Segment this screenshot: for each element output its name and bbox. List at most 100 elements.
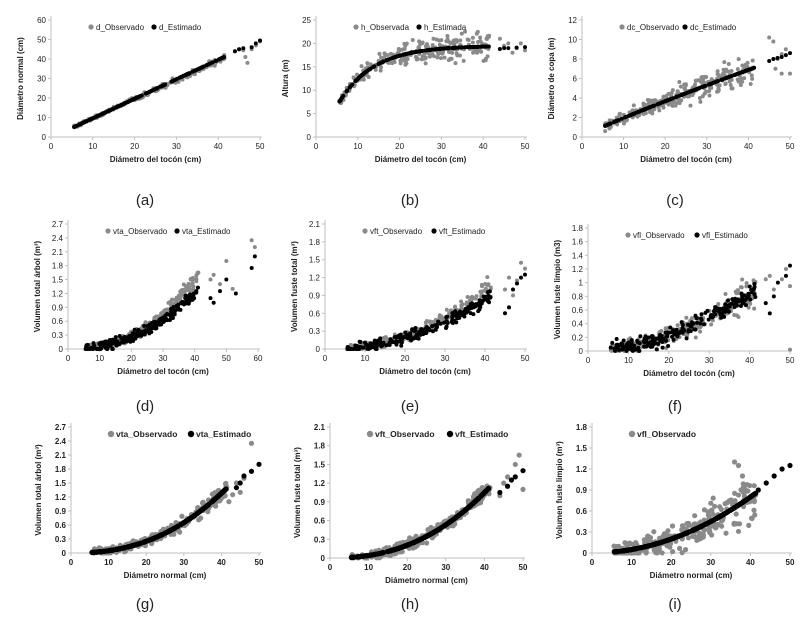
estimated-point — [358, 345, 363, 350]
legend-observed-marker — [366, 430, 374, 438]
observed-point — [650, 98, 655, 103]
y-tick-label: 0.9 — [314, 498, 326, 507]
estimated-point — [689, 324, 694, 329]
observed-point — [723, 292, 728, 297]
estimated-point — [619, 116, 624, 121]
observed-point — [478, 39, 483, 44]
estimated-point — [514, 45, 519, 50]
estimated-point — [436, 319, 441, 324]
y-tick-label: 60 — [37, 16, 46, 25]
legend-estimated-marker — [416, 24, 422, 30]
estimated-point — [237, 480, 243, 486]
estimated-point — [478, 305, 483, 310]
observed-point — [718, 506, 724, 513]
estimated-point — [344, 89, 349, 94]
estimated-point — [166, 312, 171, 317]
estimated-point — [702, 84, 707, 89]
x-tick-label: 20 — [142, 558, 151, 567]
y-tick-label: 1.4 — [572, 251, 584, 260]
observed-point — [692, 513, 698, 519]
estimated-point — [367, 67, 372, 72]
estimated-point — [371, 64, 376, 69]
estimated-point — [730, 297, 735, 302]
estimated-point — [775, 280, 780, 285]
estimated-point — [410, 327, 415, 332]
estimated-point — [176, 307, 181, 312]
y-tick-label: 0.9 — [309, 291, 321, 300]
estimated-point — [714, 79, 719, 84]
estimated-point — [485, 290, 490, 295]
estimated-point — [503, 311, 507, 316]
observed-point — [626, 337, 631, 342]
observed-point — [607, 118, 612, 123]
observed-point — [675, 323, 680, 328]
panel-caption: (f) — [668, 398, 682, 415]
observed-point — [659, 550, 665, 556]
estimated-point — [218, 289, 222, 294]
observed-point — [230, 492, 236, 498]
estimated-point — [399, 343, 404, 348]
estimated-point — [416, 537, 422, 543]
estimated-point — [723, 302, 728, 307]
y-tick-label: 0 — [62, 549, 67, 558]
estimated-point — [620, 347, 625, 352]
y-tick-label: 1.8 — [55, 465, 67, 474]
x-tick-label: 0 — [323, 354, 328, 363]
estimated-point — [233, 485, 240, 491]
legend-estimated-marker — [682, 24, 688, 30]
legend-label: vfl_Estimado — [702, 231, 748, 240]
legend-label: vfl_Observado — [637, 429, 696, 439]
x-tick-label: 20 — [661, 142, 670, 151]
estimated-point — [438, 46, 443, 51]
estimated-point — [506, 46, 511, 51]
y-tick-label: 2.4 — [52, 234, 64, 243]
estimated-point — [384, 343, 389, 348]
observed-point — [744, 281, 749, 286]
estimated-point — [454, 320, 459, 325]
estimated-point — [698, 316, 703, 321]
observed-point — [701, 77, 706, 82]
observed-point — [783, 47, 788, 52]
y-tick-label: 1.5 — [576, 444, 588, 453]
observed-point — [739, 473, 746, 479]
estimated-point — [652, 103, 657, 108]
x-axis-label: Diámetro del tocón (cm) — [110, 155, 202, 164]
estimated-point — [734, 72, 739, 77]
estimated-point — [356, 76, 361, 81]
estimated-point — [145, 324, 150, 329]
estimated-point — [647, 343, 652, 348]
x-tick-label: 30 — [437, 142, 446, 151]
estimated-point — [109, 547, 115, 553]
estimated-point — [111, 341, 116, 346]
observed-point — [701, 527, 707, 533]
estimated-point — [175, 523, 181, 529]
observed-point — [673, 103, 678, 108]
observed-point — [709, 507, 715, 514]
legend-label: h_Observada — [361, 23, 410, 32]
estimated-point — [85, 345, 90, 350]
x-tick-label: 50 — [786, 356, 795, 365]
estimated-point — [126, 99, 131, 104]
estimated-point — [664, 338, 669, 343]
observed-point — [385, 53, 390, 58]
y-tick-label: 1.2 — [309, 274, 321, 283]
x-tick-label: 50 — [521, 354, 530, 363]
observed-point — [424, 319, 429, 324]
observed-point — [400, 56, 405, 61]
legend-estimated-marker — [694, 232, 700, 238]
observed-point — [744, 482, 750, 488]
estimated-point — [684, 336, 689, 341]
estimated-point — [249, 265, 254, 270]
estimated-point — [403, 542, 409, 549]
observed-point — [453, 304, 458, 309]
estimated-point — [651, 338, 656, 343]
estimated-point — [91, 341, 96, 346]
estimated-point — [507, 305, 511, 310]
observed-point — [463, 29, 468, 34]
observed-point — [445, 34, 450, 39]
observed-point — [657, 108, 662, 113]
chart-d: 0 10 20 30 40 50 6000.30.60.91.21.51.82.12.42.… — [33, 220, 263, 415]
legend-label: vta_Estimado — [182, 227, 231, 236]
estimated-point — [153, 323, 158, 328]
